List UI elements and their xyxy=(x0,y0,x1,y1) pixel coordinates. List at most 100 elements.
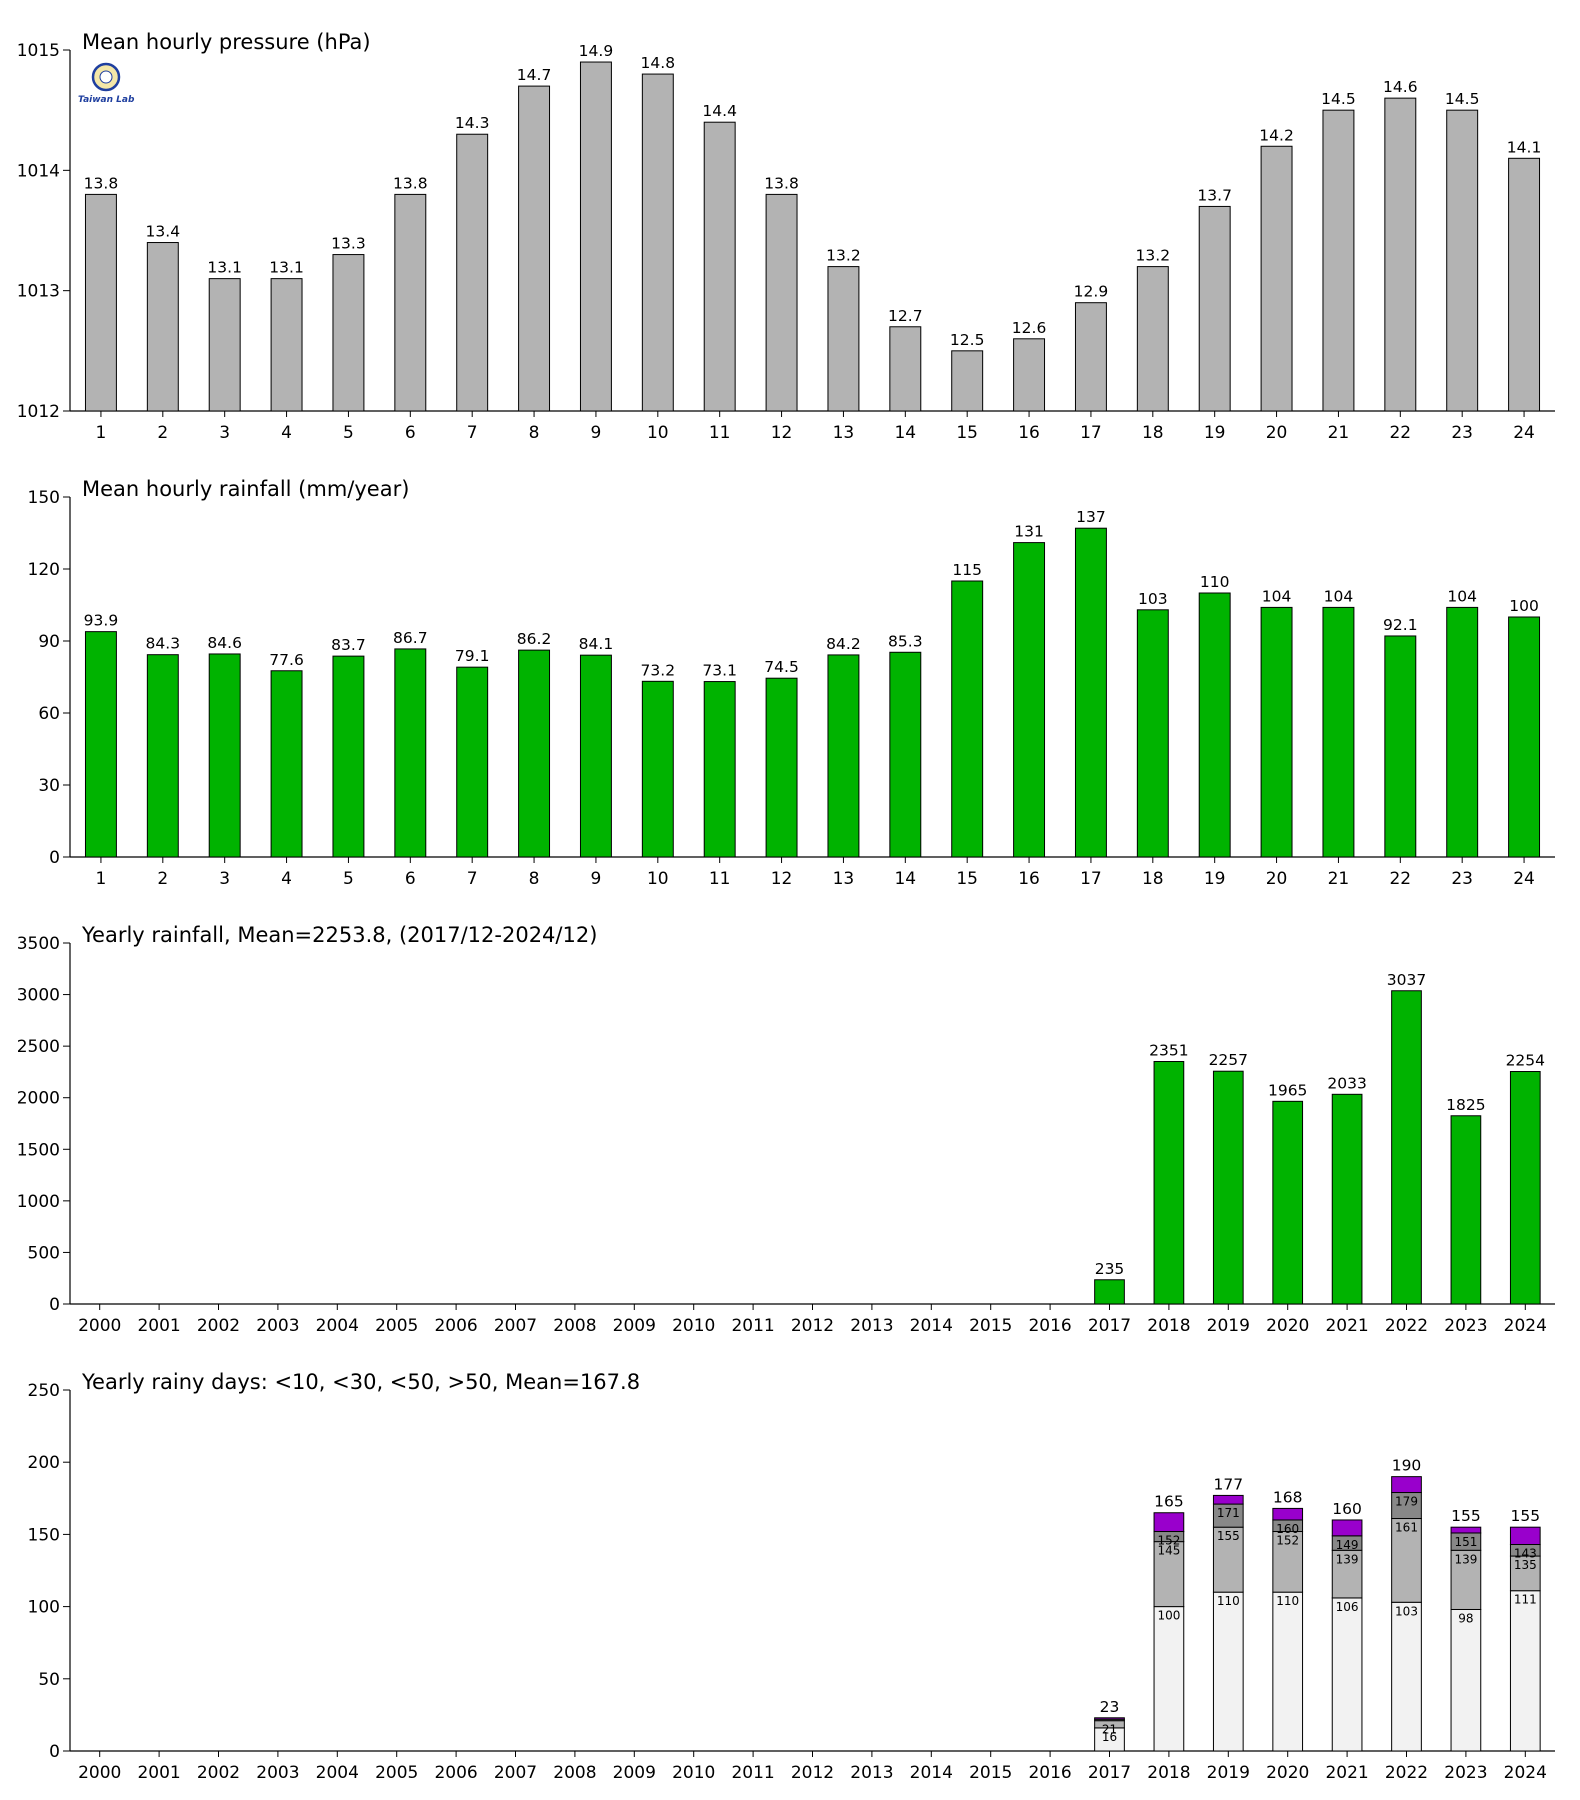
segment-value-label: 152 xyxy=(1157,1534,1180,1548)
x-tick-label: 1 xyxy=(96,869,107,889)
x-tick-label: 2010 xyxy=(672,1763,715,1783)
bar xyxy=(1136,609,1169,858)
x-tick-label: 2013 xyxy=(850,1763,893,1783)
segment-value-label: 155 xyxy=(1217,1529,1240,1543)
segment-value-label: 139 xyxy=(1454,1552,1477,1566)
bar xyxy=(1260,606,1293,858)
x-tick-label: 9 xyxy=(591,869,602,889)
bar xyxy=(332,254,365,412)
bar-value-label: 14.2 xyxy=(1259,126,1294,144)
x-tick-label: 17 xyxy=(1080,869,1102,889)
stacked-bar-segment xyxy=(1391,1492,1422,1520)
bar xyxy=(84,631,117,858)
x-tick-label: 19 xyxy=(1204,869,1226,889)
x-tick-label: 18 xyxy=(1142,869,1164,889)
x-tick-label: 6 xyxy=(405,869,416,889)
x-tick-label: 9 xyxy=(591,423,602,443)
x-tick-label: 22 xyxy=(1389,423,1411,443)
x-tick-label: 2022 xyxy=(1385,1763,1428,1783)
x-tick-label: 2003 xyxy=(256,1763,299,1783)
bar xyxy=(518,85,551,412)
bar xyxy=(579,654,612,858)
y-tick-label: 1000 xyxy=(17,1192,60,1212)
x-tick-label: 24 xyxy=(1513,423,1535,443)
stacked-bar-segment xyxy=(1272,1591,1304,1752)
stacked-bar-segment xyxy=(1094,1717,1125,1720)
bar xyxy=(456,133,489,412)
x-tick-label: 8 xyxy=(529,869,540,889)
x-tick-label: 23 xyxy=(1451,869,1473,889)
bar xyxy=(1094,1279,1125,1305)
segment-value-label: 100 xyxy=(1157,1609,1180,1623)
x-tick-label: 1 xyxy=(96,423,107,443)
bar xyxy=(951,580,984,858)
bar-value-label: 13.1 xyxy=(207,259,242,277)
x-tick-label: 2023 xyxy=(1444,1316,1487,1336)
bar xyxy=(146,242,179,412)
x-tick-label: 2003 xyxy=(256,1316,299,1336)
bar xyxy=(641,73,674,412)
bar xyxy=(146,654,179,858)
segment-value-label: 16 xyxy=(1102,1730,1117,1744)
x-tick-label: 2010 xyxy=(672,1316,715,1336)
x-tick-label: 2016 xyxy=(1028,1316,1071,1336)
bar-value-label: 13.3 xyxy=(331,235,366,253)
bar-value-label: 13.8 xyxy=(393,174,428,192)
y-tick-label: 0 xyxy=(49,1742,60,1762)
bar-value-label: 92.1 xyxy=(1383,616,1418,634)
bar xyxy=(1391,990,1422,1305)
x-tick-label: 2004 xyxy=(316,1316,359,1336)
x-tick-label: 20 xyxy=(1266,869,1288,889)
stacked-bar-segment xyxy=(1272,1507,1304,1521)
y-tick-label: 1015 xyxy=(17,41,60,61)
bar-value-label: 86.2 xyxy=(517,630,552,648)
bar-value-label: 13.2 xyxy=(1136,247,1171,265)
bar-value-label: 13.1 xyxy=(269,259,304,277)
x-tick-label: 14 xyxy=(894,869,916,889)
x-tick-label: 7 xyxy=(467,869,478,889)
x-tick-label: 2017 xyxy=(1088,1763,1131,1783)
bar xyxy=(1074,527,1107,858)
bar-total-label: 23 xyxy=(1100,1698,1120,1716)
x-tick-label: 2016 xyxy=(1028,1763,1071,1783)
bar xyxy=(208,653,241,858)
bar xyxy=(1153,1061,1185,1305)
x-tick-label: 10 xyxy=(647,423,669,443)
bar-value-label: 14.4 xyxy=(702,102,737,120)
x-tick-label: 2020 xyxy=(1266,1763,1309,1783)
x-tick-label: 13 xyxy=(833,869,855,889)
segment-value-label: 160 xyxy=(1276,1522,1299,1536)
bar-value-label: 14.3 xyxy=(455,114,490,132)
x-tick-label: 2019 xyxy=(1207,1763,1250,1783)
y-tick-label: 1014 xyxy=(17,161,60,181)
chart-title: Yearly rainfall, Mean=2253.8, (2017/12-2… xyxy=(81,923,597,947)
bar-total-label: 155 xyxy=(1511,1507,1541,1525)
bar-total-label: 165 xyxy=(1154,1493,1184,1511)
x-tick-label: 6 xyxy=(405,423,416,443)
bar xyxy=(641,680,674,858)
x-tick-label: 15 xyxy=(956,869,978,889)
stacked-bar-segment xyxy=(1331,1597,1363,1752)
x-tick-label: 15 xyxy=(956,423,978,443)
bar-value-label: 2351 xyxy=(1149,1042,1188,1060)
bar-value-label: 14.5 xyxy=(1445,90,1480,108)
x-tick-label: 2012 xyxy=(791,1763,834,1783)
stacked-bar-segment xyxy=(1450,1526,1482,1534)
bar-value-label: 83.7 xyxy=(331,636,366,654)
chart-panel-3: 0 500 1000 1500 2000 2500 3000 3500 2000 2001 2002… xyxy=(17,923,1555,1336)
bar-value-label: 93.9 xyxy=(84,612,119,630)
bar xyxy=(1136,266,1169,412)
x-tick-label: 2001 xyxy=(137,1316,180,1336)
stacked-bar-segment xyxy=(1212,1494,1244,1505)
y-tick-label: 60 xyxy=(38,704,60,724)
bar-value-label: 74.5 xyxy=(764,658,799,676)
stacked-bar-segment xyxy=(1509,1526,1541,1546)
x-tick-label: 2014 xyxy=(910,1316,953,1336)
segment-value-label: 143 xyxy=(1514,1547,1537,1561)
bar xyxy=(827,654,860,858)
x-tick-label: 5 xyxy=(343,423,354,443)
x-tick-label: 3 xyxy=(219,423,230,443)
x-tick-label: 2005 xyxy=(375,1316,418,1336)
x-tick-label: 2008 xyxy=(553,1316,596,1336)
bar xyxy=(1509,1071,1541,1305)
